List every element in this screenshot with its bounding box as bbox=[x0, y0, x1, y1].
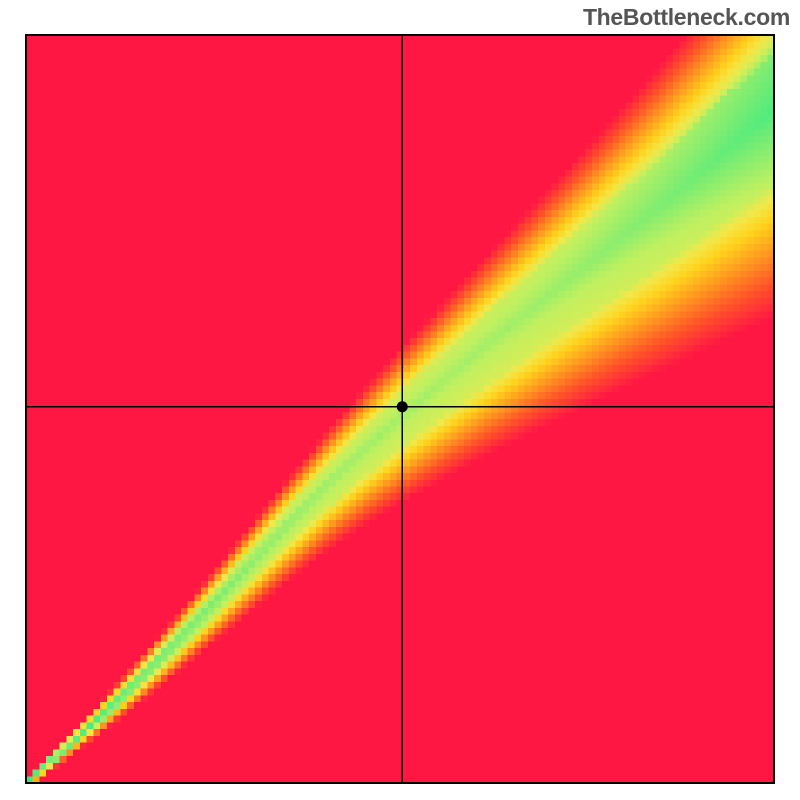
attribution-label: TheBottleneck.com bbox=[583, 4, 790, 31]
heatmap-canvas bbox=[26, 35, 774, 783]
root: TheBottleneck.com bbox=[0, 0, 800, 800]
